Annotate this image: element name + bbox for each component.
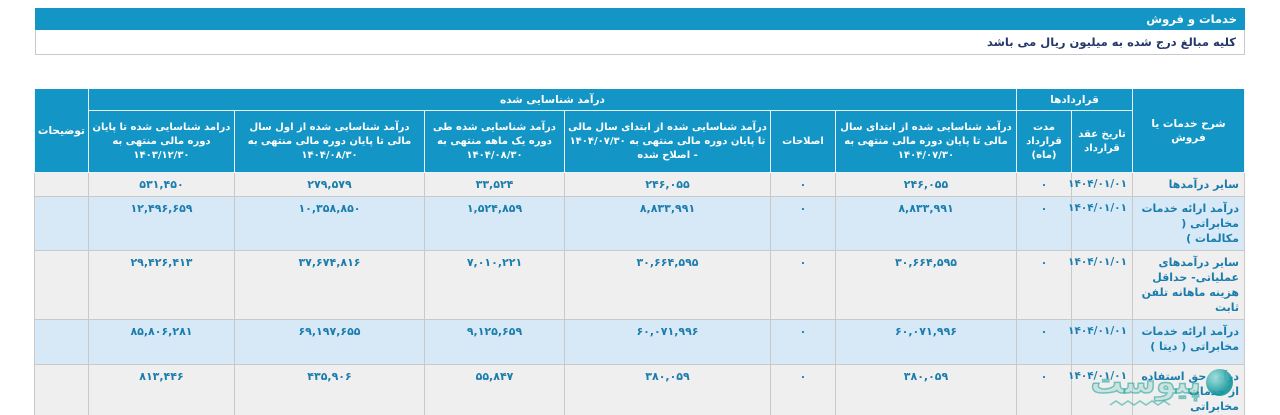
col-header-rev-prev-fy-1403: درامد شناسایی شده تا پایان دوره مالی منت… [87,110,236,173]
cell-rev-fy-to-0730-adjusted: ۲۴۶,۰۵۵ [564,172,771,197]
cell-rev-month-0830: ۱,۵۲۴,۸۵۹ [424,196,565,251]
cell-adjustments: ۰ [770,250,836,320]
cell-rev-fy-to-0730-adjusted: ۸,۸۳۳,۹۹۱ [564,196,771,251]
cell-adjustments: ۰ [770,196,836,251]
col-header-adjustments: اصلاحات [770,110,836,173]
cell-contract-date: ۱۴۰۴/۰۱/۰۱ [1068,364,1133,415]
cell-contract-months: ۰ [1016,172,1072,197]
row-label: درآمد ارائه خدمات مخابراتی ( مکالمات ) [1132,196,1245,251]
cell-rev-fy-to-0830: ۶۹,۱۹۷,۶۵۵ [234,319,425,365]
cell-rev-fy-to-0830: ۳۷,۶۷۴,۸۱۶ [234,250,425,320]
cell-contract-months: ۰ [1016,196,1072,251]
col-header-notes: توضیحات [33,88,89,173]
cell-rev-fy-to-0830: ۱۰,۳۵۸,۸۵۰ [234,196,425,251]
cell-adjustments: ۰ [770,364,836,415]
cell-rev-prev-fy-1403: ۱۲,۴۹۶,۶۵۹ [87,196,236,251]
cell-contract-months: ۰ [1016,250,1072,320]
table-row: سایر درآمدها ۱۴۰۴/۰۱/۰۱ ۰ ۲۴۶,۰۵۵ ۰ ۲۴۶,… [33,172,1245,197]
cell-rev-fy-to-0730: ۶۰,۰۷۱,۹۹۶ [835,319,1017,365]
table-row: درآمد حق استفاده از خدمات مخابراتی ۱۴۰۴/… [33,364,1245,415]
header-sub-row: تاریخ عقد قرارداد مدت قرارداد (ماه) درآم… [34,110,1244,173]
col-header-description: شرح خدمات یا فروش [1132,88,1245,173]
cell-rev-fy-to-0830: ۲۷۹,۵۷۹ [234,172,425,197]
cell-notes [33,172,89,197]
row-label: سایر درآمدها [1132,172,1245,197]
cell-rev-fy-to-0730: ۸,۸۳۳,۹۹۱ [835,196,1017,251]
cell-rev-fy-to-0730: ۳۰,۶۶۴,۵۹۵ [835,250,1017,320]
row-label: درآمد حق استفاده از خدمات مخابراتی [1132,364,1245,415]
services-sales-table: شرح خدمات یا فروش قراردادها درآمد شناسای… [33,88,1245,415]
cell-notes [33,364,89,415]
cell-notes [33,319,89,365]
col-group-contracts: قراردادها [1016,88,1133,111]
cell-contract-months: ۰ [1016,319,1072,365]
col-header-rev-fy-to-0730-adjusted: درآمد شناسایی شده از ابتدای سال مالی تا … [564,110,771,173]
cell-contract-date: ۱۴۰۴/۰۱/۰۱ [1068,250,1133,320]
cell-rev-prev-fy-1403: ۵۳۱,۴۵۰ [87,172,236,197]
cell-notes [33,250,89,320]
cell-adjustments: ۰ [770,172,836,197]
cell-adjustments: ۰ [770,319,836,365]
row-label: سایر درآمدهای عملیاتی- حداقل هزینه ماهان… [1132,250,1245,320]
cell-contract-months: ۰ [1016,364,1072,415]
col-group-recognized-revenue: درآمد شناسایی شده [87,88,1018,111]
cell-rev-fy-to-0730-adjusted: ۶۰,۰۷۱,۹۹۶ [564,319,771,365]
col-header-contract-date: تاریخ عقد قرارداد [1071,110,1133,173]
table-row: درآمد ارائه خدمات مخابراتی ( دیتا ) ۱۴۰۴… [33,319,1245,365]
cell-contract-date: ۱۴۰۴/۰۱/۰۱ [1068,196,1133,251]
cell-rev-month-0830: ۳۳,۵۲۴ [424,172,565,197]
cell-rev-fy-to-0830: ۴۳۵,۹۰۶ [234,364,425,415]
table-row: سایر درآمدهای عملیاتی- حداقل هزینه ماهان… [33,250,1245,320]
cell-contract-date: ۱۴۰۴/۰۱/۰۱ [1068,172,1133,197]
col-header-rev-month-0830: درآمد شناسایی شده طی دوره یک ماهه منتهی … [424,110,565,173]
cell-rev-prev-fy-1403: ۲۹,۴۲۶,۴۱۳ [87,250,236,320]
table-row: درآمد ارائه خدمات مخابراتی ( مکالمات ) ۱… [33,196,1245,251]
col-header-rev-fy-to-0730: درآمد شناسایی شده از ابتدای سال مالی تا … [835,110,1017,173]
services-sales-table-container: شرح خدمات یا فروش قراردادها درآمد شناسای… [33,88,1245,415]
cell-rev-prev-fy-1403: ۸۱۳,۴۴۶ [87,364,236,415]
cell-rev-month-0830: ۵۵,۸۴۷ [424,364,565,415]
cell-rev-month-0830: ۷,۰۱۰,۲۲۱ [424,250,565,320]
row-label: درآمد ارائه خدمات مخابراتی ( دیتا ) [1132,319,1245,365]
header-group-row: شرح خدمات یا فروش قراردادها درآمد شناسای… [33,88,1245,173]
cell-rev-prev-fy-1403: ۸۵,۸۰۶,۲۸۱ [87,319,236,365]
col-header-rev-fy-to-0830: درآمد شناسایی شده از اول سال مالی تا پای… [234,110,425,173]
cell-rev-fy-to-0730: ۲۴۶,۰۵۵ [835,172,1017,197]
cell-rev-month-0830: ۹,۱۲۵,۶۵۹ [424,319,565,365]
col-header-contract-months: مدت قرارداد (ماه) [1016,110,1072,173]
currency-note: کلیه مبالغ درج شده به میلیون ریال می باش… [35,30,1245,55]
cell-rev-fy-to-0730-adjusted: ۳۸۰,۰۵۹ [564,364,771,415]
section-header-services-sales: خدمات و فروش [35,8,1245,30]
cell-contract-date: ۱۴۰۴/۰۱/۰۱ [1068,319,1133,365]
cell-notes [33,196,89,251]
cell-rev-fy-to-0730: ۳۸۰,۰۵۹ [835,364,1017,415]
cell-rev-fy-to-0730-adjusted: ۳۰,۶۶۴,۵۹۵ [564,250,771,320]
